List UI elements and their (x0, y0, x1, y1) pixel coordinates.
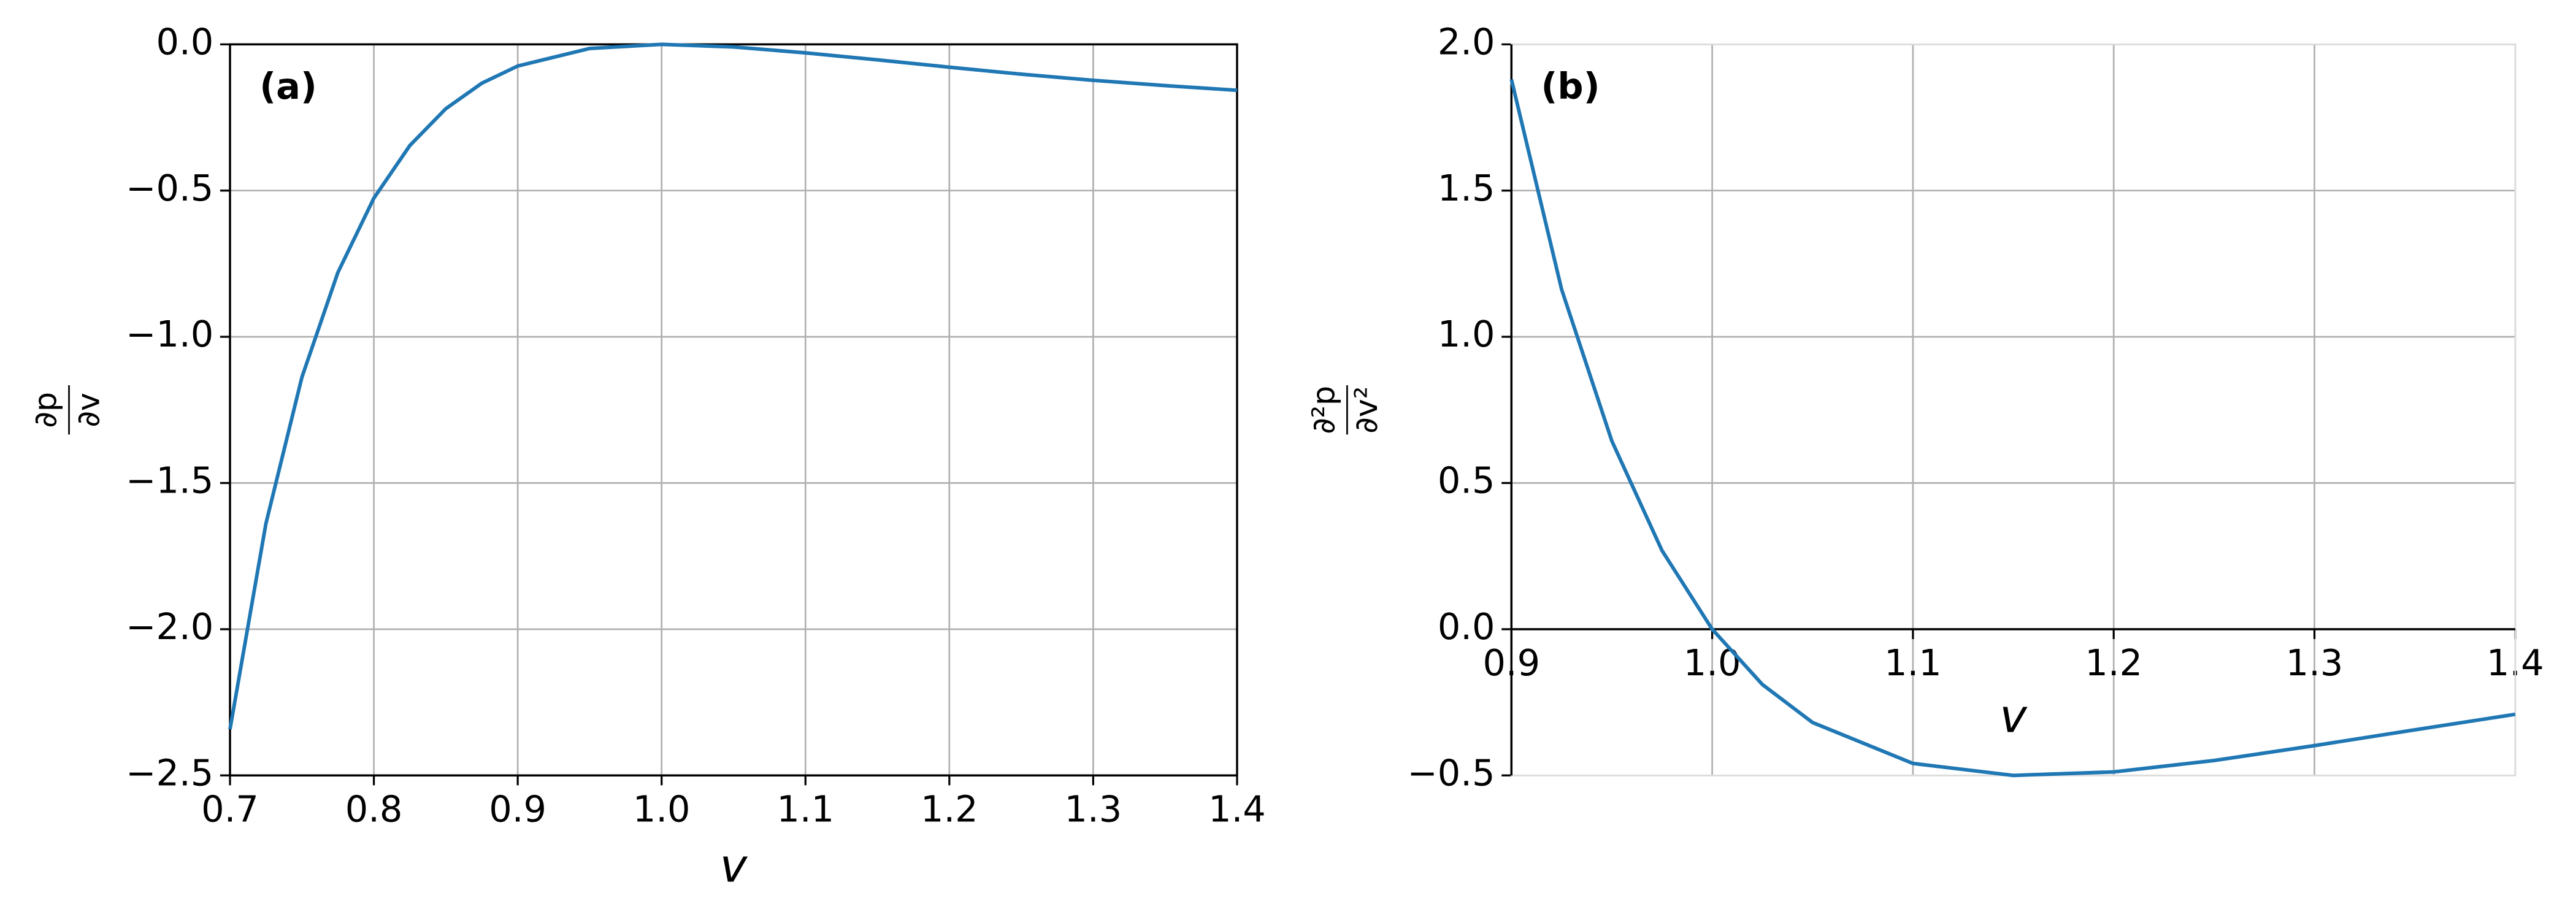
y-tick-label: −0.5 (1407, 751, 1495, 794)
y-tick-label: 0.0 (1438, 605, 1495, 648)
y-label-numerator: ∂²p (1306, 386, 1343, 434)
x-tick-label: 0.9 (489, 788, 546, 830)
x-tick-label: 0.7 (201, 788, 259, 830)
x-tick-label: 0.8 (345, 788, 403, 830)
y-tick-label: 0.5 (1438, 459, 1495, 502)
x-tick-label: 1.0 (1684, 642, 1741, 684)
x-tick-label: 1.4 (1208, 788, 1266, 830)
y-tick-label: −1.0 (126, 313, 213, 355)
panel-label: (b) (1541, 65, 1600, 107)
x-tick-label: 1.2 (2085, 642, 2142, 684)
y-tick-label: 1.0 (1438, 313, 1495, 355)
frame (1510, 43, 2517, 776)
data-line (228, 42, 1238, 730)
y-tick-label: 0.0 (156, 20, 214, 63)
y-axis-label: ∂²p ∂v² (1306, 385, 1385, 435)
x-tick-label: 1.2 (921, 788, 978, 830)
frame (229, 43, 1238, 777)
data-line (1509, 79, 2516, 778)
y-label-denominator: ∂v (71, 393, 107, 427)
y-tick-label: 1.5 (1438, 167, 1495, 209)
y-tick-label: −2.0 (126, 605, 213, 648)
x-axis-label: v (720, 838, 748, 892)
y-label-denominator: ∂v² (1349, 386, 1385, 434)
y-tick-label: 2.0 (1438, 20, 1495, 63)
x-axis-label: v (1999, 689, 2028, 743)
x-tick-label: 1.1 (1884, 642, 1942, 684)
y-tick-label: −0.5 (126, 167, 213, 209)
x-tick-label: 1.1 (776, 788, 834, 830)
y-label-numerator: ∂p (28, 392, 64, 428)
x-tick-label: 1.3 (2286, 642, 2344, 684)
panel-label: (a) (259, 65, 317, 107)
x-tick-label: 1.0 (633, 788, 691, 830)
y-tick-label: −2.5 (126, 751, 213, 794)
x-tick-label: 1.3 (1065, 788, 1122, 830)
y-axis-label: ∂p ∂v (28, 385, 107, 435)
y-tick-label: −1.5 (126, 459, 213, 502)
